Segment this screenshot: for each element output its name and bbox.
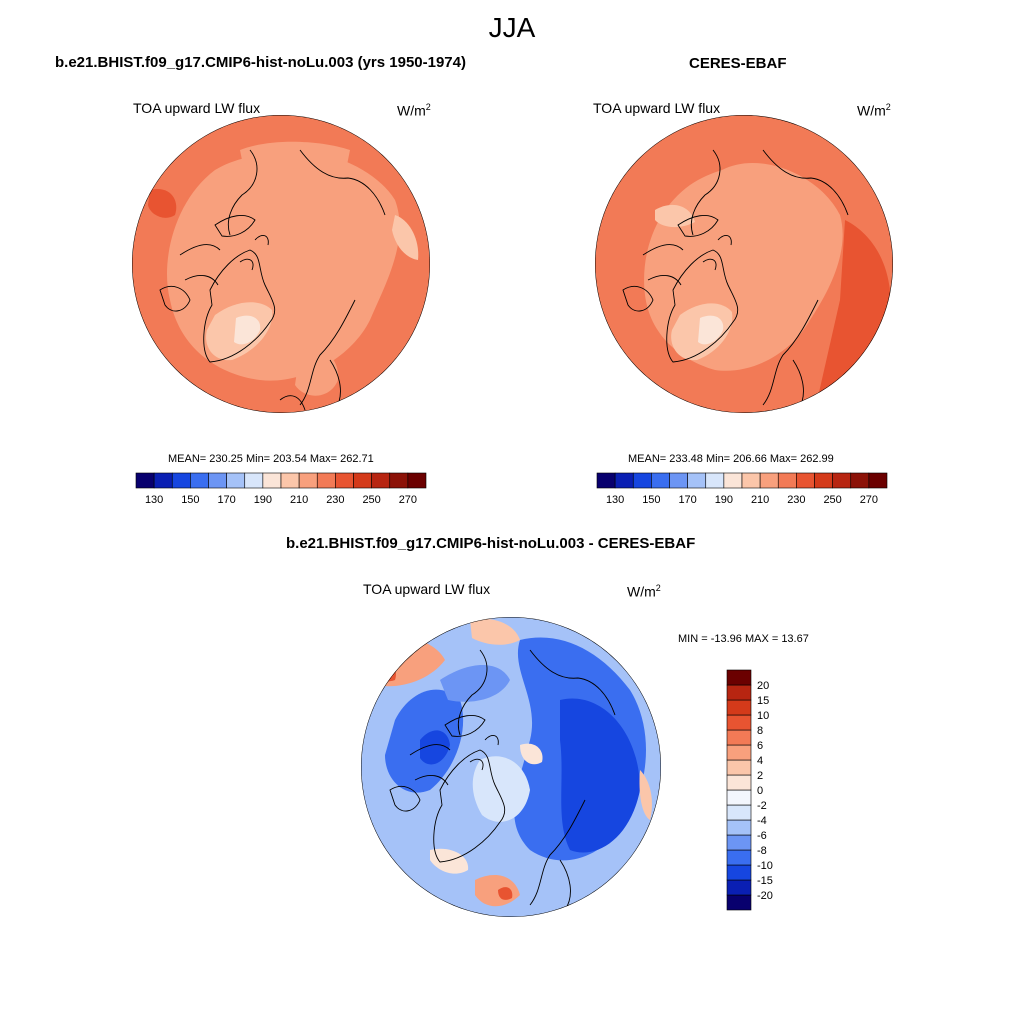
- colorbar-box: [353, 472, 372, 489]
- colorbar-box: [651, 472, 670, 489]
- colorbar-tick-label: 170: [217, 494, 235, 506]
- panel-1-units: W/m2: [397, 102, 431, 119]
- colorbar-tick-label: 190: [254, 494, 272, 506]
- colorbar-box: [316, 472, 336, 489]
- panel-3-stats: MIN = -13.96 MAX = 13.67: [678, 633, 809, 645]
- colorbar-box: [153, 472, 173, 489]
- colorbar-tick-label: 170: [678, 494, 696, 506]
- colorbar-box: [208, 472, 227, 489]
- colorbar-box: [726, 804, 752, 821]
- colorbar-tick-label: -8: [757, 845, 767, 857]
- panel-1-map: [132, 115, 430, 413]
- colorbar-tick-label: 130: [145, 494, 163, 506]
- panel-1-colorbar: 130 150 170 190 210 230 250 270: [135, 472, 427, 506]
- panel-1-stats: MEAN= 230.25 Min= 203.54 Max= 262.71: [168, 453, 374, 465]
- colorbar-box: [726, 774, 752, 791]
- colorbar-box: [632, 472, 652, 489]
- panel-2-stats: MEAN= 233.48 Min= 206.66 Max= 262.99: [628, 453, 834, 465]
- colorbar-tick-label: -2: [757, 800, 767, 812]
- colorbar-box: [135, 472, 155, 489]
- colorbar-box: [726, 729, 752, 746]
- colorbar-box: [723, 472, 743, 489]
- colorbar-box: [759, 472, 779, 489]
- colorbar-box: [280, 472, 300, 489]
- panel-1-variable: TOA upward LW flux: [133, 100, 261, 116]
- colorbar-tick-label: 230: [787, 494, 805, 506]
- colorbar-box: [726, 849, 752, 866]
- colorbar-box: [298, 472, 318, 489]
- panel-2-title: CERES-EBAF: [689, 55, 787, 72]
- colorbar-tick-label: 190: [715, 494, 733, 506]
- panel-2-colorbar: 130 150 170 190 210 230 250 270: [596, 472, 888, 506]
- panel-2-units: W/m2: [857, 102, 891, 119]
- colorbar-tick-label: -20: [757, 890, 773, 902]
- colorbar-tick-label: 20: [757, 680, 769, 692]
- colorbar-tick-label: 2: [757, 770, 763, 782]
- colorbar-box: [814, 472, 833, 489]
- colorbar-tick-label: -4: [757, 815, 767, 827]
- colorbar-box: [262, 472, 282, 489]
- colorbar-tick-label: 4: [757, 755, 763, 767]
- colorbar-box: [868, 472, 888, 489]
- colorbar-box: [669, 472, 688, 489]
- colorbar-tick-label: -10: [757, 860, 773, 872]
- colorbar-box: [796, 472, 815, 489]
- panel-2-map: [595, 115, 893, 413]
- colorbar-tick-label: -15: [757, 875, 773, 887]
- panel-3-title: b.e21.BHIST.f09_g17.CMIP6-hist-noLu.003 …: [286, 535, 696, 552]
- colorbar-tick-label: 130: [606, 494, 624, 506]
- colorbar-box: [726, 714, 752, 731]
- panel-3-variable: TOA upward LW flux: [363, 581, 491, 597]
- panel-1-title: b.e21.BHIST.f09_g17.CMIP6-hist-noLu.003 …: [55, 54, 466, 71]
- colorbar-tick-label: 210: [751, 494, 769, 506]
- colorbar-box: [741, 472, 761, 489]
- colorbar-box: [726, 684, 752, 701]
- colorbar-box: [726, 699, 752, 716]
- panel-2-variable: TOA upward LW flux: [593, 100, 721, 116]
- colorbar-box: [726, 864, 752, 881]
- colorbar-box: [777, 472, 797, 489]
- colorbar-box: [850, 472, 870, 489]
- colorbar-box: [687, 472, 707, 489]
- colorbar-tick-label: 15: [757, 695, 769, 707]
- colorbar-tick-label: -6: [757, 830, 767, 842]
- colorbar-box: [726, 894, 752, 911]
- colorbar-box: [726, 759, 752, 776]
- colorbar-box: [407, 472, 427, 489]
- season-title: JJA: [488, 12, 536, 43]
- colorbar-box: [371, 472, 391, 489]
- colorbar-tick-label: 150: [642, 494, 660, 506]
- panel-3-map: [361, 617, 661, 917]
- colorbar-box: [726, 834, 752, 851]
- colorbar-tick-label: 230: [326, 494, 344, 506]
- colorbar-box: [226, 472, 246, 489]
- colorbar-box: [244, 472, 264, 489]
- colorbar-box: [705, 472, 725, 489]
- colorbar-tick-label: 0: [757, 785, 763, 797]
- colorbar-tick-label: 6: [757, 740, 763, 752]
- colorbar-tick-label: 10: [757, 710, 769, 722]
- colorbar-box: [726, 669, 752, 686]
- colorbar-box: [726, 879, 752, 896]
- colorbar-tick-label: 250: [362, 494, 380, 506]
- colorbar-box: [614, 472, 634, 489]
- colorbar-box: [190, 472, 209, 489]
- colorbar-tick-label: 150: [181, 494, 199, 506]
- colorbar-box: [335, 472, 354, 489]
- colorbar-tick-label: 210: [290, 494, 308, 506]
- colorbar-box: [726, 744, 752, 761]
- colorbar-tick-label: 270: [860, 494, 878, 506]
- colorbar-tick-label: 270: [399, 494, 417, 506]
- colorbar-tick-label: 8: [757, 725, 763, 737]
- colorbar-box: [171, 472, 191, 489]
- colorbar-box: [726, 819, 752, 836]
- colorbar-box: [726, 789, 752, 806]
- colorbar-box: [389, 472, 409, 489]
- colorbar-box: [596, 472, 616, 489]
- colorbar-box: [832, 472, 852, 489]
- colorbar-tick-label: 250: [823, 494, 841, 506]
- panel-3-units: W/m2: [627, 583, 661, 600]
